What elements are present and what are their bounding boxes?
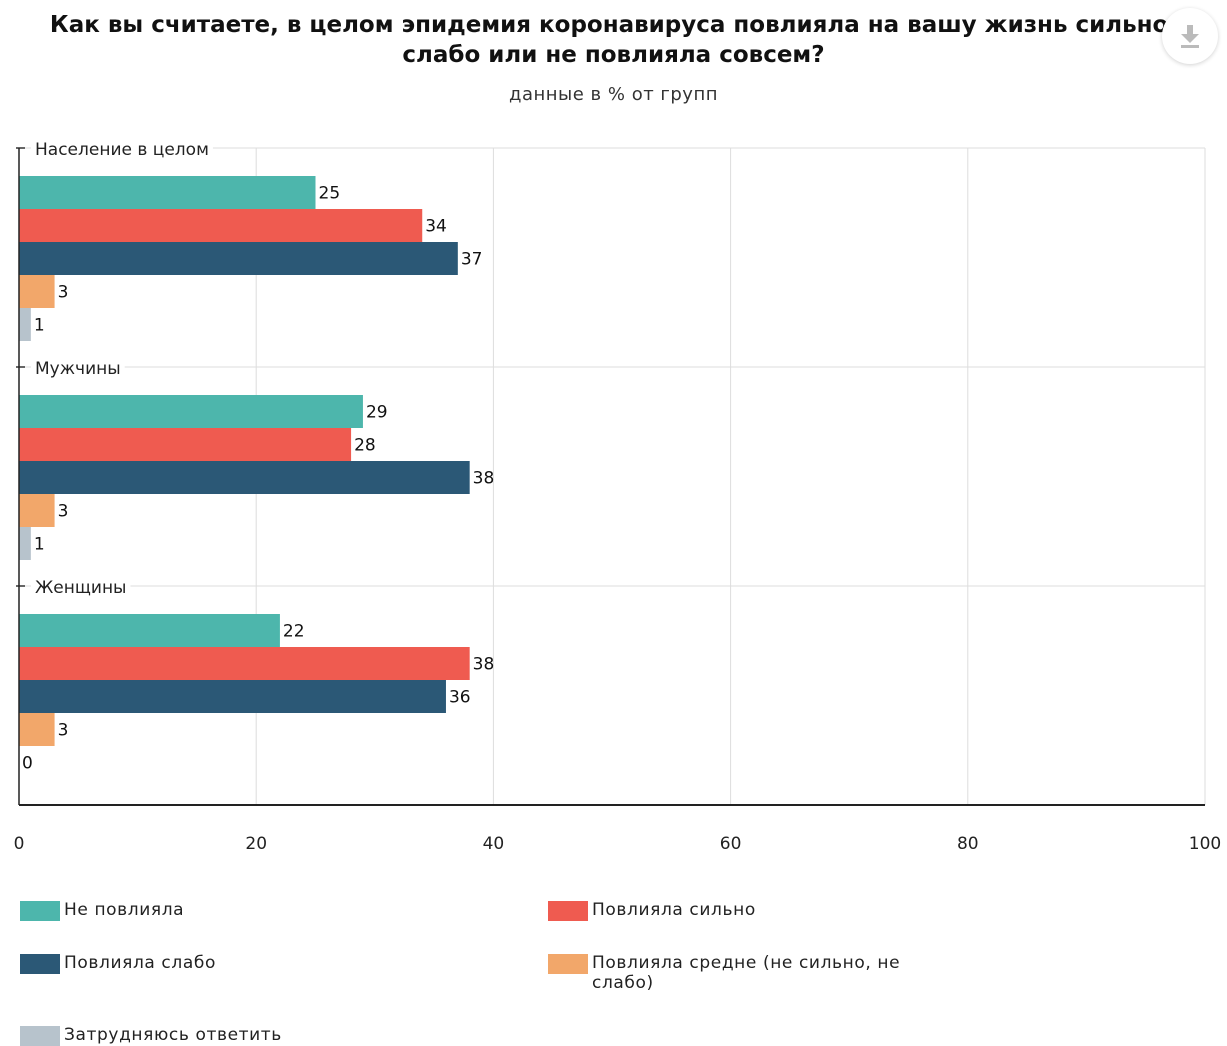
bar-value-label: 3 <box>58 502 69 522</box>
bar-value-label: 36 <box>449 688 471 708</box>
legend-item[interactable]: Затрудняюсь ответить <box>20 1025 282 1046</box>
bar-value-label: 25 <box>319 184 341 204</box>
legend-swatch <box>548 901 588 921</box>
bar <box>19 647 470 680</box>
chart-subtitle: данные в % от групп <box>509 84 718 105</box>
bar-value-label: 37 <box>461 250 483 270</box>
category-label-bg <box>31 578 131 598</box>
x-tick-label: 0 <box>14 834 25 854</box>
bar <box>19 680 446 713</box>
legend-swatch <box>20 901 60 921</box>
category-label-bg <box>31 359 125 379</box>
legend-label: Повлияла сильно <box>592 900 756 920</box>
bar <box>19 494 55 527</box>
category-label: Женщины <box>35 578 126 598</box>
bar <box>19 527 31 560</box>
bar <box>19 461 470 494</box>
title-block: Как вы считаете, в целом эпидемия корона… <box>0 10 1227 105</box>
legend-swatch <box>548 954 588 974</box>
legend-label: Повлияла средне (не сильно, не слабо) <box>592 953 901 993</box>
bar <box>19 614 280 647</box>
x-tick-label: 80 <box>957 834 979 854</box>
category-label-bg <box>31 140 213 160</box>
x-tick-label: 40 <box>483 834 505 854</box>
bar-value-label: 28 <box>354 436 376 456</box>
category-label: Население в целом <box>35 140 209 160</box>
legend-item[interactable]: Повлияла сильно <box>548 900 756 921</box>
chart-title: Как вы считаете, в целом эпидемия корона… <box>49 12 1178 68</box>
bar-value-label: 38 <box>473 655 495 675</box>
category-label: Мужчины <box>35 359 121 379</box>
bar <box>19 242 458 275</box>
bar <box>19 275 55 308</box>
bar-value-label: 3 <box>58 721 69 741</box>
legend-label: Затрудняюсь ответить <box>64 1025 282 1045</box>
bar-value-label: 34 <box>425 217 447 237</box>
bar <box>19 428 352 461</box>
bar-value-label: 22 <box>283 622 305 642</box>
bar <box>19 308 31 341</box>
legend-label: Повлияла слабо <box>64 953 216 973</box>
legend-item[interactable]: Повлияла средне (не сильно, не слабо) <box>548 953 948 993</box>
bar-value-label: 3 <box>58 283 69 303</box>
legend-item[interactable]: Повлияла слабо <box>20 953 216 974</box>
legend-swatch <box>20 1026 60 1046</box>
bar-value-label: 1 <box>34 535 45 555</box>
x-tick-label: 100 <box>1189 834 1221 854</box>
legend-label: Не повлияла <box>64 900 185 920</box>
bar <box>19 176 316 209</box>
x-tick-label: 60 <box>720 834 742 854</box>
download-button[interactable] <box>1162 8 1218 64</box>
bar-value-label: 0 <box>22 754 33 774</box>
x-tick-label: 20 <box>245 834 267 854</box>
download-icon <box>1181 25 1199 48</box>
bar-value-label: 1 <box>34 316 45 336</box>
bar-value-label: 38 <box>473 469 495 489</box>
bar <box>19 209 423 242</box>
bar <box>19 395 363 428</box>
bar-value-label: 29 <box>366 403 388 423</box>
legend-item[interactable]: Не повлияла <box>20 900 184 921</box>
bar <box>19 713 55 746</box>
legend-swatch <box>20 954 60 974</box>
